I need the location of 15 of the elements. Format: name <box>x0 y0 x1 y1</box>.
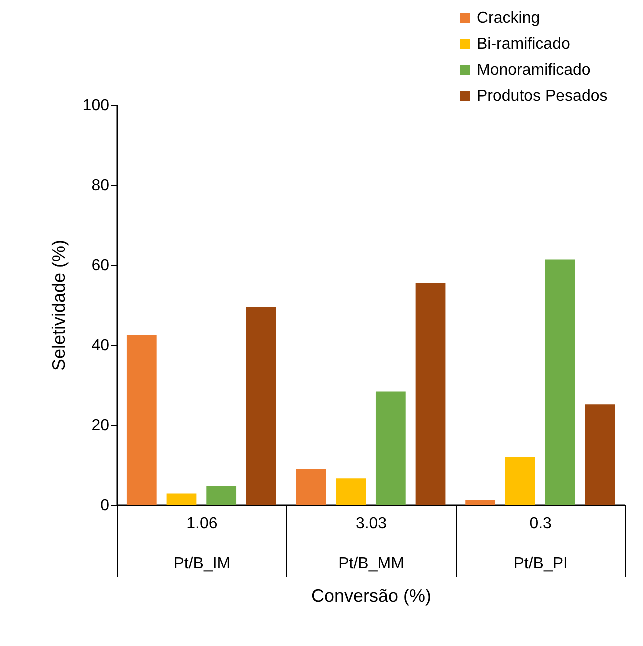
y-tick-label: 80 <box>92 178 110 194</box>
y-axis-title: Seletividade (%) <box>48 240 69 372</box>
legend-label: Produtos Pesados <box>477 88 608 105</box>
legend-label: Cracking <box>477 10 540 27</box>
legend-label: Bi-ramificado <box>477 36 570 53</box>
y-tick-label: 100 <box>82 98 110 114</box>
category-label: 0.3 Pt/B_PI <box>514 516 568 572</box>
y-tick-label: 40 <box>92 338 110 354</box>
y-tick-label: 60 <box>92 258 110 274</box>
legend-label: Monoramificado <box>477 62 591 79</box>
x-axis-title: Conversão (%) <box>311 586 432 606</box>
category-label: 1.06 Pt/B_IM <box>174 516 231 572</box>
y-tick-label: 0 <box>100 498 110 514</box>
y-tick-label: 20 <box>92 418 110 434</box>
category-label: 3.03 Pt/B_MM <box>338 516 404 572</box>
